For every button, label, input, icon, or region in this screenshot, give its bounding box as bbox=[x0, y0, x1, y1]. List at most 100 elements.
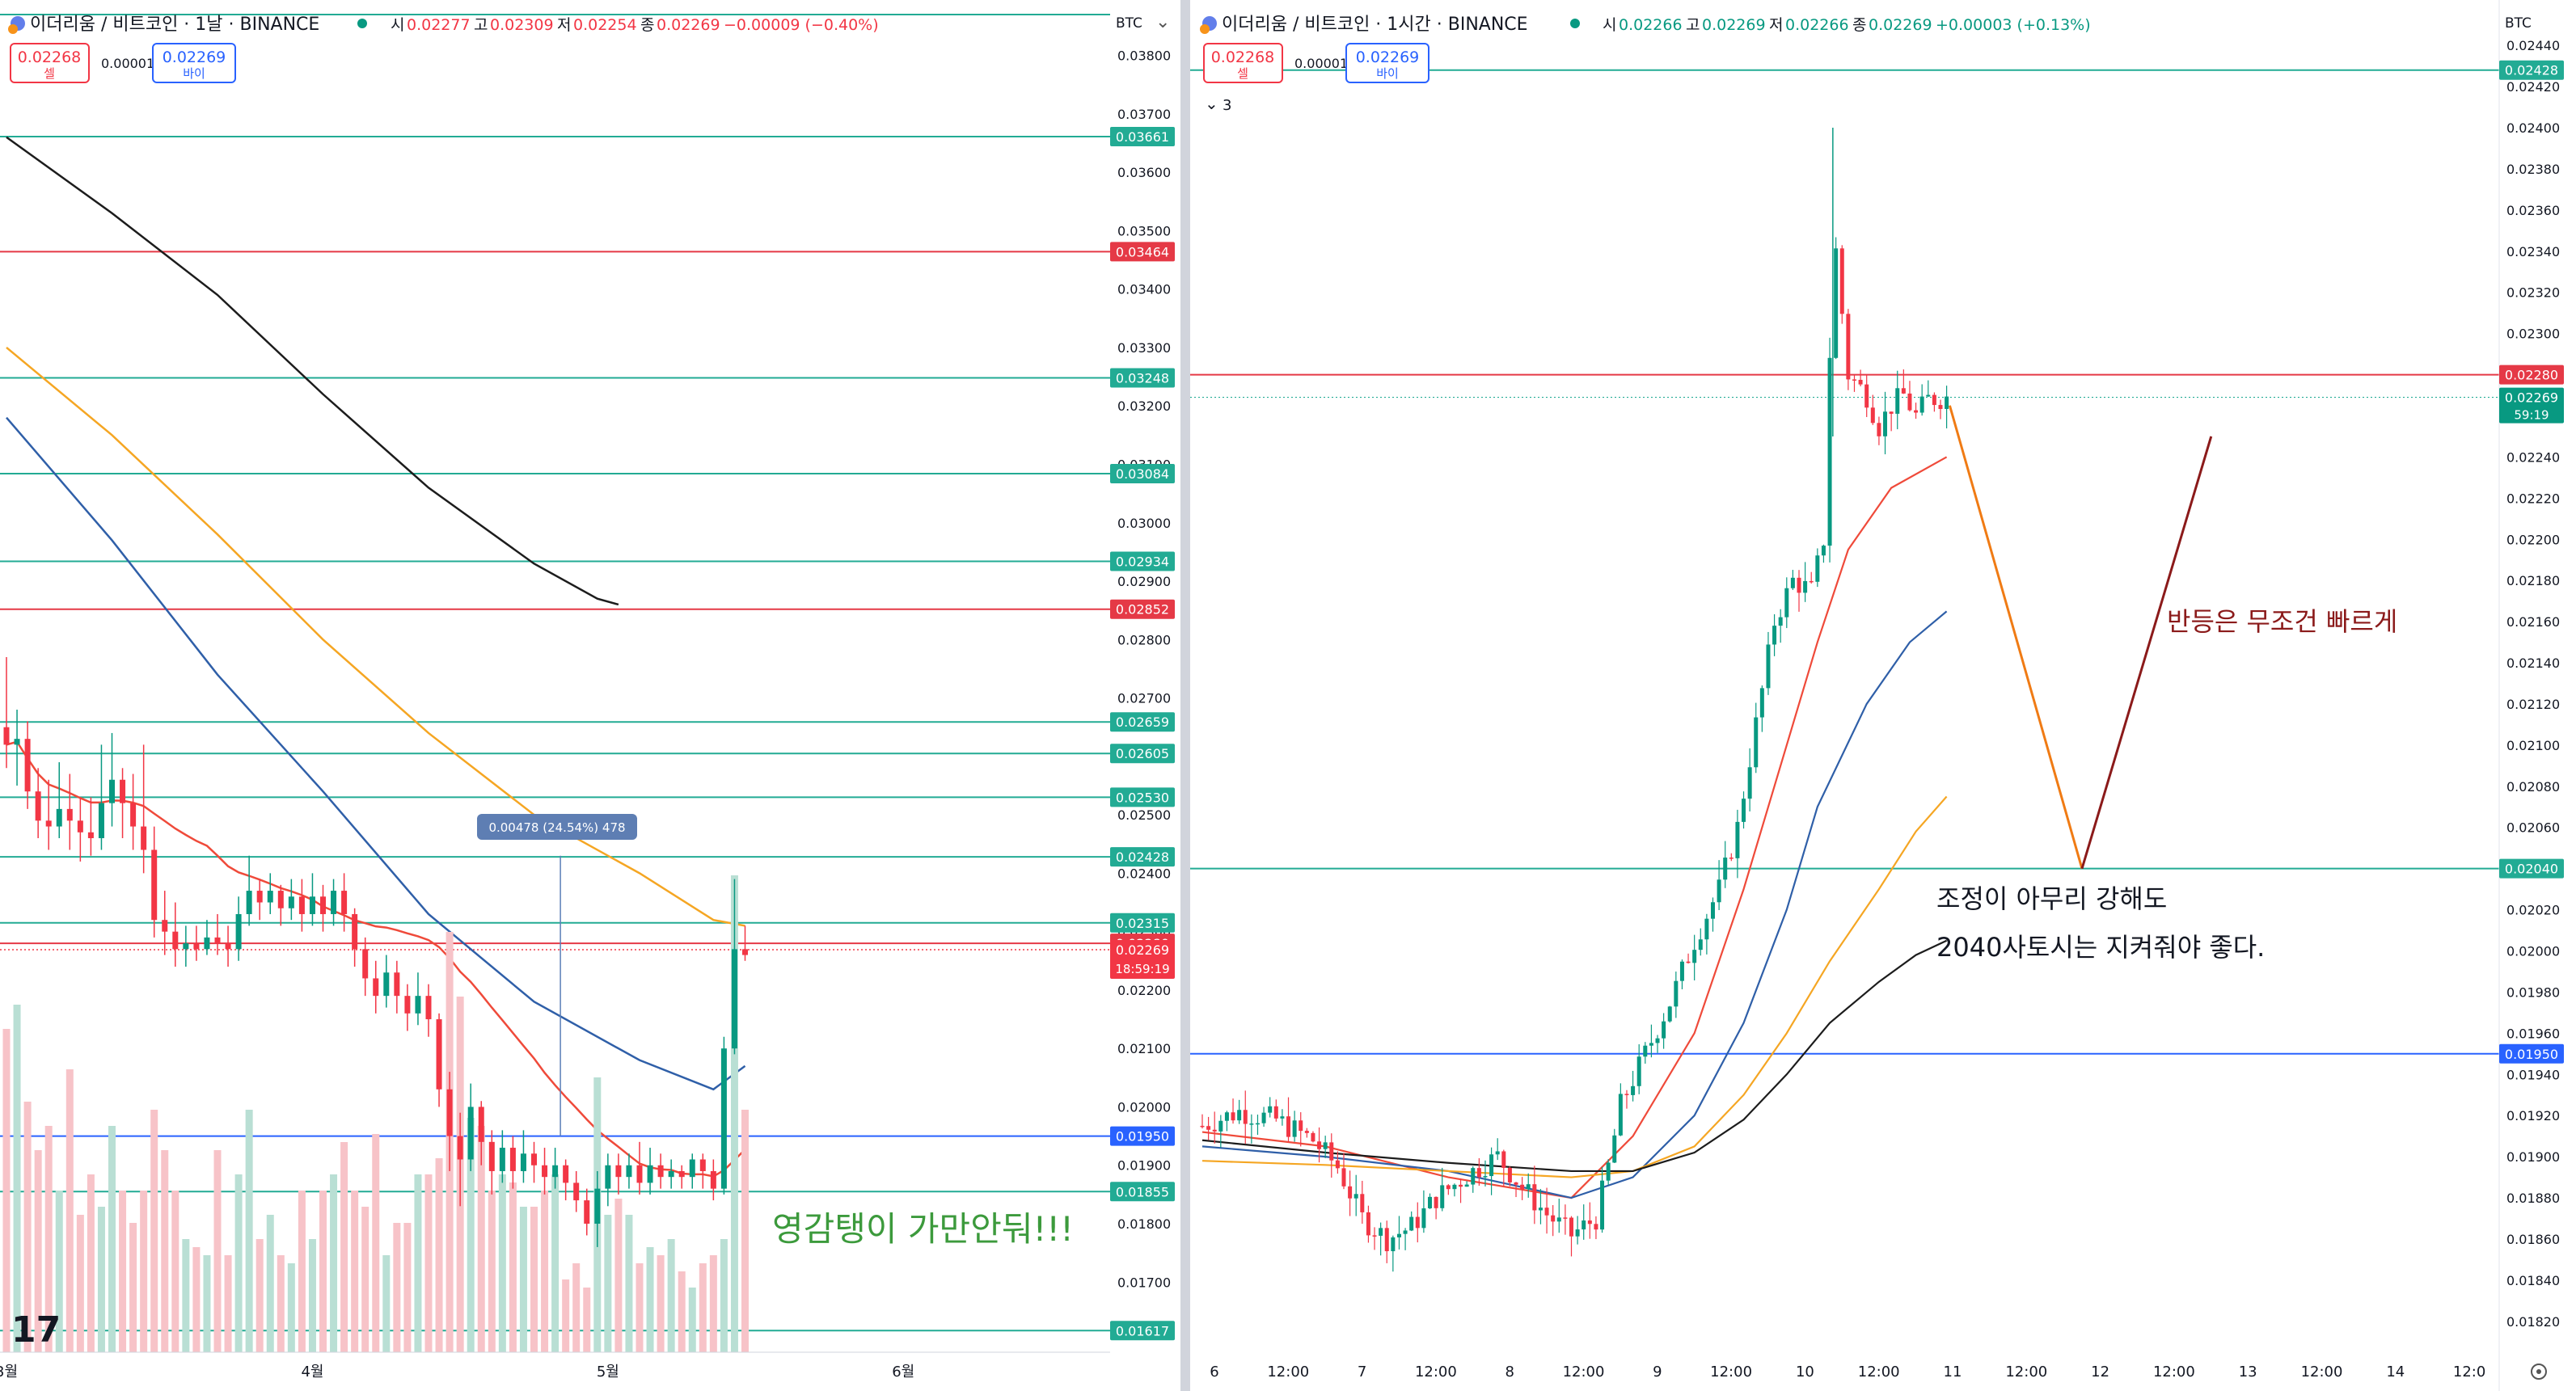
left-buy-button[interactable]: 0.02269 바이 bbox=[152, 43, 236, 83]
candle-body bbox=[1273, 1106, 1278, 1119]
left-time-axis[interactable]: 3월 4월 5월 6월 bbox=[0, 1351, 1110, 1380]
chart-settings-gear-icon[interactable] bbox=[2531, 1364, 2547, 1380]
time-tick-label: 14 bbox=[2386, 1364, 2405, 1380]
candle-body bbox=[1379, 1228, 1383, 1236]
volume-bar bbox=[287, 1263, 295, 1352]
volume-bar bbox=[255, 1239, 264, 1352]
candle-body bbox=[1698, 939, 1703, 951]
candle-body bbox=[1827, 357, 1832, 546]
daily-chart-pane[interactable]: 0.00478 (24.54%) 478 영감탱이 가만안둬!!! 이더리움 /… bbox=[0, 12, 1175, 1380]
price-level-value: 0.02280 bbox=[2505, 368, 2558, 383]
price-tick-label: 0.02340 bbox=[2506, 244, 2560, 259]
time-tick-label: 12:00 bbox=[1710, 1364, 1752, 1380]
left-ohlc-values: 시 0.02277 고 0.02309 저 0.02254 종 0.02269 −0.00009… bbox=[391, 16, 879, 34]
time-tick-label: 7 bbox=[1358, 1364, 1366, 1380]
price-tick-label: 0.01920 bbox=[2506, 1108, 2560, 1123]
volume-bar bbox=[108, 1126, 116, 1352]
candle-body bbox=[1360, 1194, 1365, 1212]
candle-body bbox=[1243, 1110, 1248, 1124]
right-sell-button[interactable]: 0.02268 셀 bbox=[1203, 43, 1283, 83]
right-time-axis[interactable]: 6 12:00 7 12:00 8 12:00 9 12:00 10 12:00 11 12:00 12… bbox=[1210, 1364, 2485, 1380]
candle-body bbox=[1919, 396, 1924, 413]
candle-body bbox=[1914, 410, 1919, 413]
last-price-value: 0.02269 bbox=[1116, 942, 1169, 958]
candle-body bbox=[1476, 1168, 1481, 1178]
candle-body bbox=[120, 779, 126, 803]
indicators-toggle[interactable]: ⌄ 3 bbox=[1205, 94, 1231, 114]
candle-body bbox=[1742, 799, 1746, 822]
candle-body bbox=[1895, 388, 1900, 414]
time-tick-label: 12:00 bbox=[1267, 1364, 1309, 1380]
pane-divider[interactable] bbox=[1180, 0, 1190, 1391]
volume-bar bbox=[298, 1191, 306, 1352]
left-price-axis[interactable]: 0.03800 0.03700 0.03600 0.03500 0.03400 0.033… bbox=[1117, 48, 1171, 1291]
candle-body bbox=[1735, 821, 1740, 858]
left-annotation-text: 영감탱이 가만안둬!!! bbox=[772, 1209, 1074, 1249]
candle-body bbox=[1526, 1184, 1531, 1190]
candle-body bbox=[193, 943, 200, 950]
right-price-axis[interactable]: 0.02440 0.02420 0.02400 0.02380 0.02360 0.023… bbox=[2498, 0, 2560, 1391]
candle-body bbox=[35, 791, 41, 821]
candle-body bbox=[1218, 1120, 1223, 1132]
candle-body bbox=[246, 891, 252, 914]
right-sell-label: 셀 bbox=[1237, 66, 1248, 81]
volume-bar bbox=[509, 1182, 517, 1352]
ohlc-key: 종 bbox=[1852, 16, 1866, 34]
price-tick-label: 0.01800 bbox=[1117, 1216, 1171, 1232]
right-header: 이더리움 / 비트코인 · 1시간 · BINANCE 시 0.02266 고 0.0… bbox=[1200, 15, 2091, 35]
volume-bar bbox=[266, 1215, 274, 1352]
candle-body bbox=[1594, 1224, 1598, 1230]
volume-bar bbox=[361, 1207, 370, 1352]
price-level-value: 0.02040 bbox=[2505, 862, 2558, 877]
left-buy-price: 0.02269 bbox=[163, 48, 226, 66]
measure-tool[interactable]: 0.00478 (24.54%) 478 bbox=[477, 814, 637, 1136]
volume-bar bbox=[382, 1255, 391, 1352]
volume-bar bbox=[393, 1223, 401, 1352]
candle-body bbox=[415, 996, 421, 1014]
price-level-tag bbox=[1110, 1182, 1175, 1202]
left-sell-button[interactable]: 0.02268 셀 bbox=[10, 43, 90, 83]
candle-body bbox=[1317, 1141, 1322, 1149]
ohlc-value: 0.02254 bbox=[573, 16, 637, 34]
candle-body bbox=[689, 1159, 695, 1178]
volume-bar bbox=[319, 1191, 327, 1352]
candle-body bbox=[1212, 1129, 1217, 1132]
volume-bar bbox=[34, 1150, 42, 1352]
left-symbol-title[interactable]: 이더리움 / 비트코인 · 1날 · BINANCE bbox=[30, 15, 319, 35]
volume-bar bbox=[667, 1239, 675, 1352]
right-sell-price: 0.02268 bbox=[1211, 48, 1275, 66]
candle-body bbox=[1631, 1085, 1636, 1095]
price-level-tag bbox=[1110, 787, 1175, 807]
right-buy-button[interactable]: 0.02269 바이 bbox=[1345, 43, 1429, 83]
candle-body bbox=[710, 1170, 716, 1189]
price-level-value: 0.02428 bbox=[1116, 849, 1169, 865]
left-axis-menu-chevron-icon[interactable]: ⌄ bbox=[1155, 12, 1170, 32]
ohlc-change: −0.00009 (−0.40%) bbox=[724, 16, 879, 34]
candle-body bbox=[742, 949, 748, 955]
candle-body bbox=[520, 1153, 526, 1171]
price-level-tag bbox=[1110, 744, 1175, 764]
candle-body bbox=[531, 1153, 537, 1165]
right-symbol-title[interactable]: 이더리움 / 비트코인 · 1시간 · BINANCE bbox=[1222, 15, 1528, 35]
candle-body bbox=[1717, 879, 1721, 903]
price-tick-label: 0.02800 bbox=[1117, 632, 1171, 647]
candle-body bbox=[1790, 577, 1795, 588]
price-level-tag bbox=[1110, 1321, 1175, 1341]
candle-body bbox=[542, 1165, 548, 1178]
price-tick-label: 0.01700 bbox=[1117, 1275, 1171, 1290]
price-tick-label: 0.01860 bbox=[2506, 1232, 2560, 1247]
forecast-path[interactable] bbox=[1948, 405, 2213, 870]
bar-countdown: 59:19 bbox=[2514, 408, 2549, 423]
hourly-chart-pane[interactable]: 반등은 무조건 빠르게 조정이 아무리 강해도 2040사토시는 지켜줘야 좋다… bbox=[1190, 0, 2576, 1391]
ohlc-key: 저 bbox=[1769, 16, 1783, 34]
price-level-value: 0.02934 bbox=[1116, 554, 1169, 569]
ohlc-key: 시 bbox=[1603, 16, 1616, 34]
volume-bar bbox=[583, 1288, 591, 1352]
price-tick-label: 0.03300 bbox=[1117, 340, 1171, 356]
candle-body bbox=[1396, 1233, 1401, 1237]
candle-body bbox=[563, 1165, 569, 1183]
candle-body bbox=[256, 891, 263, 903]
volume-bar bbox=[203, 1255, 211, 1352]
candle-body bbox=[1852, 379, 1856, 381]
volume-bar bbox=[551, 1174, 560, 1352]
